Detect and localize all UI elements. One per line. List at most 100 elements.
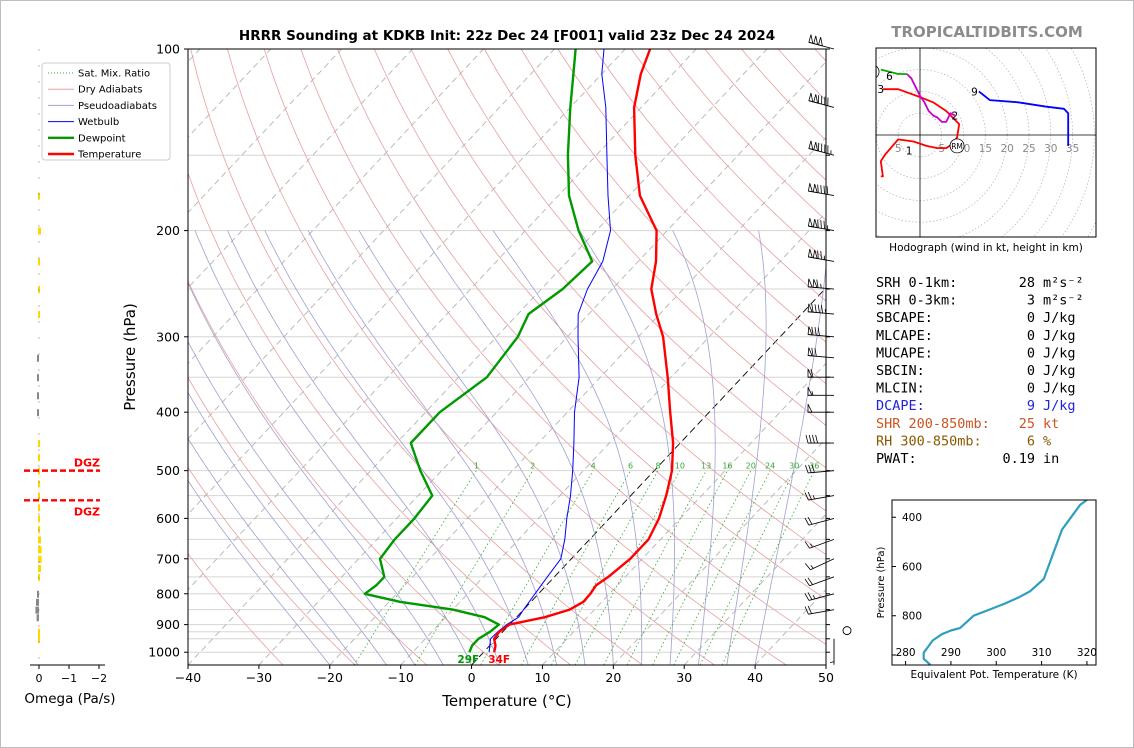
isotherm [683, 513, 826, 665]
y-tick-label: 1000 [148, 645, 180, 660]
isotherm [188, 49, 626, 515]
barb-full [823, 185, 825, 194]
barb-flag [812, 183, 818, 194]
x-tick-label: 20 [605, 670, 621, 685]
wind-barb [804, 538, 835, 549]
hodograph-height-label: 9 [971, 86, 978, 98]
legend-label: Pseudoadiabats [78, 101, 157, 112]
barb-staff [808, 593, 835, 601]
barb-full [823, 220, 825, 229]
x-tick-label: −30 [246, 670, 272, 685]
wind-barbs [804, 34, 852, 665]
omega-bar [38, 192, 40, 200]
omega-bar [38, 628, 40, 636]
surface-dewpoint-label: 29F [457, 654, 479, 666]
barb-flag [807, 218, 813, 228]
barb-half [810, 564, 814, 569]
barb-full [817, 184, 819, 193]
wind-barb [804, 605, 835, 615]
mixing-ratio-label: 24 [765, 462, 775, 471]
dry-adiabat [410, 49, 826, 512]
pseudoadiabat [726, 230, 767, 665]
barb-flag [808, 140, 814, 151]
index-unit: J/kg [1043, 398, 1076, 414]
barb-full [807, 592, 813, 600]
wind-barb [804, 491, 835, 501]
wind-barb [807, 303, 835, 315]
theta-e-plot [922, 500, 1088, 665]
index-label: SBCAPE: [876, 310, 933, 326]
barb-half [809, 543, 813, 548]
hodograph-frame [875, 47, 1097, 238]
dry-adiabat [594, 49, 826, 302]
index-label: DCAPE: [876, 398, 925, 414]
barb-full [820, 220, 822, 229]
index-unit: m²s⁻² [1043, 275, 1084, 291]
pseudoadiabat [307, 230, 557, 665]
pseudoadiabat [227, 230, 501, 665]
barb-staff [808, 495, 835, 501]
barb-flag [807, 183, 813, 193]
index-row: MLCAPE: 0 J/kg [876, 328, 1076, 344]
barb-full [820, 185, 822, 194]
omega-bar [38, 480, 40, 488]
index-unit: J/kg [1043, 328, 1076, 344]
storm-motion-marker [949, 138, 965, 154]
dry-adiabat [300, 49, 826, 645]
dry-adiabat [814, 49, 826, 62]
barb-full [812, 434, 815, 444]
dry-adiabat [188, 376, 428, 665]
wind-barb [808, 140, 835, 156]
mixing-ratio-line [353, 470, 477, 665]
y-tick-label: 300 [156, 329, 180, 344]
mixing-ratio-label: 20 [746, 462, 756, 471]
index-row: PWAT: 0.19 in [876, 451, 1059, 467]
barb-full [804, 541, 810, 549]
hodograph-height-label: 2 [952, 110, 959, 122]
wind-barb [804, 558, 835, 571]
legend-box [41, 62, 171, 161]
index-label: PWAT: [876, 451, 917, 467]
dry-adiabat [447, 49, 826, 469]
index-label: RH 300-850mb: [876, 433, 982, 449]
dry-adiabat [188, 280, 499, 665]
y-tick-label: 700 [156, 551, 180, 566]
pseudoadiabat [672, 230, 716, 665]
hodograph-caption: Hodograph (wind in kt, height in km) [889, 242, 1083, 254]
wind-barb [804, 516, 835, 526]
omega-bar [38, 227, 41, 235]
isotherm [188, 49, 484, 365]
index-row: RH 300-850mb: 6% [876, 433, 1051, 449]
barb-full [811, 326, 814, 336]
pseudoadiabat [188, 340, 416, 665]
barb-full [808, 464, 812, 473]
mixing-ratio-line [626, 470, 728, 665]
barb-flag [808, 34, 814, 44]
barb-half [824, 309, 827, 314]
pseudoadiabat [188, 391, 387, 665]
isotherm [754, 588, 826, 665]
hodograph-ring-label: 25 [1022, 143, 1035, 155]
index-value: 0 [1027, 363, 1035, 379]
surface-temperature-label: 34F [488, 654, 510, 666]
dry-adiabat [188, 553, 284, 665]
storm-motion-marker [876, 65, 880, 79]
pseudoadiabat [358, 230, 586, 665]
omega-bar [38, 492, 40, 500]
index-row: DCAPE: 9 J/kg [876, 398, 1076, 414]
omega-bar [37, 392, 39, 400]
hodograph-ring-label: 5 [895, 143, 902, 155]
barb-full [817, 250, 819, 259]
hodograph-ring-label: 20 [1001, 143, 1014, 155]
index-unit: J/kg [1043, 381, 1076, 397]
pseudoadiabat [754, 262, 826, 665]
barb-half [812, 595, 816, 600]
index-value: 0 [1027, 345, 1035, 361]
dry-adiabat [373, 49, 826, 556]
index-row: SHR 200-850mb: 25 kt [876, 416, 1059, 432]
dry-adiabat [484, 49, 826, 426]
barb-flag [812, 279, 818, 289]
mixing-ratio-line [652, 470, 752, 665]
omega-x-tick-label: 0 [36, 672, 43, 685]
omega-bar [38, 555, 42, 563]
